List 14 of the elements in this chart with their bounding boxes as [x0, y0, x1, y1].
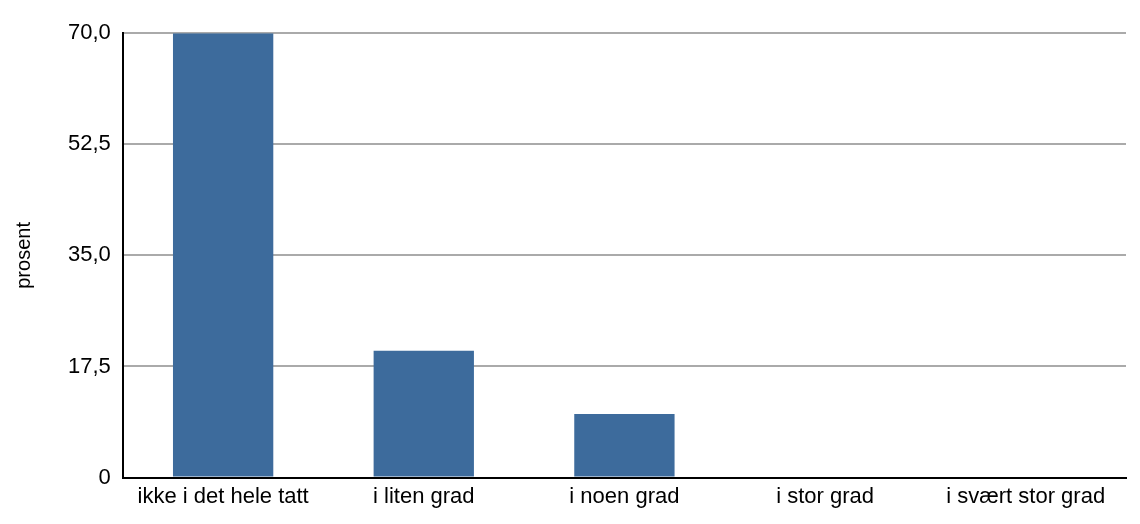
y-tick-label: 70,0	[67, 19, 111, 45]
bar	[574, 414, 675, 477]
y-tick-label: 17,5	[67, 352, 111, 378]
x-tick-label: i svært stor grad	[946, 482, 1106, 508]
y-tick-label: 35,0	[67, 241, 111, 267]
y-tick-label: 52,5	[67, 130, 111, 156]
y-axis-title: prosent	[11, 221, 34, 289]
bar	[373, 350, 474, 477]
x-tick-label: i noen grad	[569, 482, 680, 508]
bar	[172, 33, 274, 477]
x-tick-label: i stor grad	[776, 482, 874, 508]
x-tick-label: i liten grad	[373, 482, 475, 508]
x-tick-label: ikke i det hele tatt	[137, 482, 309, 508]
y-tick-label: 0	[98, 463, 111, 489]
